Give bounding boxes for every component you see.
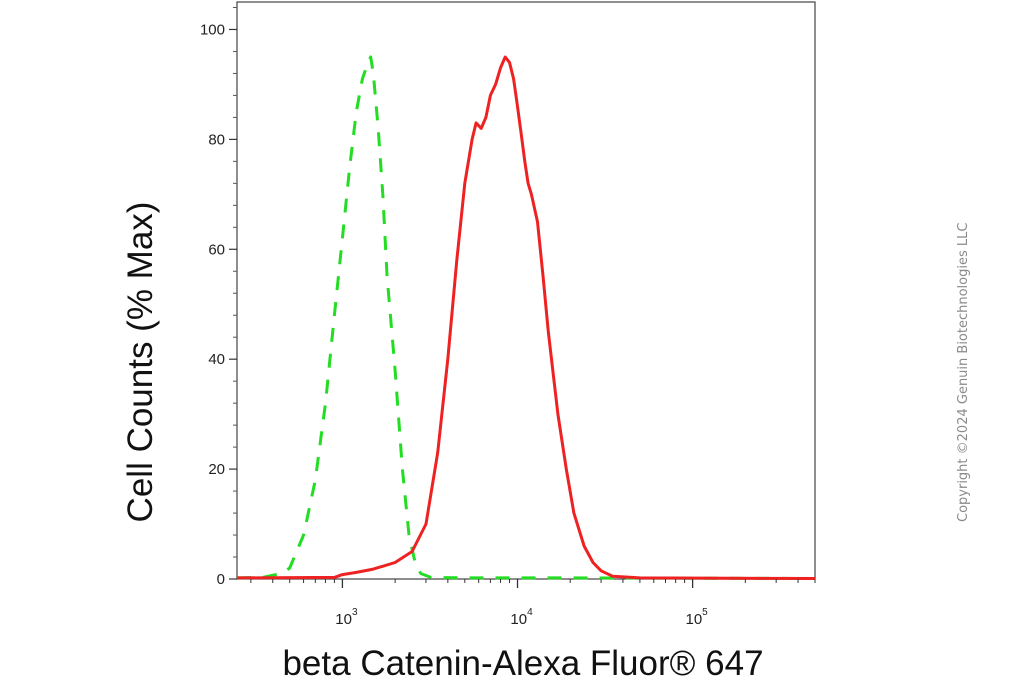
plot-frame: [236, 1, 816, 580]
y-axis-title: Cell Counts (% Max): [121, 202, 160, 523]
y-tick-label: 20: [208, 461, 225, 478]
x-tick-label: 103: [335, 607, 358, 628]
copyright-notice: Copyright ©2024 Genuin Biotechnologies L…: [956, 222, 971, 522]
x-tick-label: 104: [510, 607, 533, 628]
x-tick-label: 105: [685, 607, 708, 628]
plot-area: [236, 1, 816, 580]
y-tick-label: 40: [208, 351, 225, 368]
y-tick-label: 60: [208, 241, 225, 258]
y-tick-label: 80: [208, 131, 225, 148]
x-axis-title: beta Catenin-Alexa Fluor® 647: [282, 644, 763, 683]
y-axis: 0 20 40 60 80 100: [200, 6, 237, 588]
control-histogram-line: [236, 55, 816, 580]
stained-histogram-line: [236, 55, 816, 580]
y-tick-label: 0: [217, 571, 225, 588]
x-axis: 103 104 105: [250, 579, 816, 628]
y-tick-label: 100: [200, 21, 225, 38]
